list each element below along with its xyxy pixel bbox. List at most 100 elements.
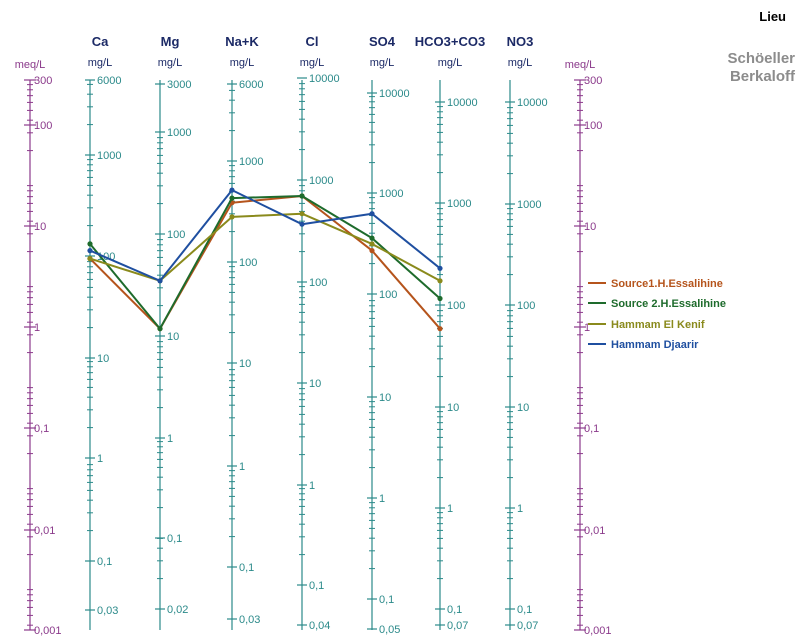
ion-axis-tick-label-no3: 10000: [517, 97, 548, 109]
ion-axis-tick-label-no3: 1: [517, 503, 523, 515]
meq-axis-left-tick-label: 300: [34, 75, 52, 87]
ion-axis-tick-label-cl: 1000: [309, 175, 333, 187]
ion-axis-tick-label-no3: 0,07: [517, 620, 538, 632]
meq-axis-left-tick-label: 1: [34, 322, 40, 334]
ion-axis-tick-label-so4: 0,1: [379, 594, 394, 606]
series-3-point: [437, 278, 443, 284]
ion-axis-tick-label-mg: 1000: [167, 127, 191, 139]
meq-axis-left-tick-label: 0,01: [34, 525, 55, 537]
meq-axis-right-tick-label: 0,01: [584, 525, 605, 537]
ion-axis-title-hco3-co3: HCO3+CO3: [415, 34, 485, 49]
series-1-line: [89, 195, 441, 330]
series-4-point: [229, 187, 235, 193]
ion-axis-tick-label-hco3-co3: 1000: [447, 198, 471, 210]
ion-axis-tick-label-so4: 1: [379, 493, 385, 505]
ion-axis-tick-label-hco3-co3: 100: [447, 300, 465, 312]
ion-axis-tick-label-na-k: 0,1: [239, 562, 254, 574]
ion-axis-tick-label-hco3-co3: 10000: [447, 97, 478, 109]
meq-axis-left-tick-label: 10: [34, 221, 46, 233]
ion-axis-tick-label-no3: 0,1: [517, 604, 532, 616]
ion-axis-title-no3: NO3: [507, 34, 534, 49]
series-4-point: [87, 248, 93, 254]
ion-axis-unit-no3: mg/L: [508, 57, 532, 69]
ion-axis-tick-label-so4: 0,05: [379, 624, 400, 636]
legend-label-4: Hammam Djaarir: [611, 339, 699, 351]
series-3-point: [369, 241, 375, 247]
series-2-line: [89, 195, 441, 330]
series-lines: [87, 187, 443, 332]
ion-axis-tick-label-mg: 0,1: [167, 533, 182, 545]
ion-axis-tick-label-so4: 1000: [379, 188, 403, 200]
meq-axis-right-tick-label: 100: [584, 120, 602, 132]
method-label-line-2: Berkaloff: [730, 68, 796, 85]
series-4-point: [157, 278, 163, 284]
ion-axis-tick-label-mg: 3000: [167, 79, 191, 91]
ion-axis-tick-label-na-k: 1: [239, 461, 245, 473]
place-label: Lieu: [759, 9, 786, 24]
ion-axis-tick-label-mg: 1: [167, 433, 173, 445]
ion-axis-tick-label-hco3-co3: 0,07: [447, 620, 468, 632]
ion-axis-tick-label-mg: 0,02: [167, 604, 188, 616]
meq-axis-right-tick-label: 0,1: [584, 423, 599, 435]
series-1-point: [437, 326, 443, 332]
ion-axis-tick-label-ca: 1000: [97, 150, 121, 162]
axes: meq/L 300 100 10 1 0,1 0,01 0,001 meq/L 300 100 10 1…: [15, 34, 612, 637]
ion-axis-tick-label-ca: 0,1: [97, 556, 112, 568]
ion-axis-tick-label-cl: 0,1: [309, 580, 324, 592]
ion-axis-tick-label-ca: 1: [97, 453, 103, 465]
ion-axis-unit-so4: mg/L: [370, 57, 394, 69]
series-3-point: [229, 214, 235, 220]
ion-axis-unit-ca: mg/L: [88, 57, 112, 69]
legend-label-1: Source1.H.Essalihine: [611, 278, 723, 290]
series-2-point: [229, 195, 235, 201]
series-4-point: [369, 211, 375, 217]
meq-axis-left-unit: meq/L: [15, 59, 46, 71]
series-2-point: [299, 193, 305, 199]
ion-axis-tick-label-hco3-co3: 10: [447, 402, 459, 414]
ion-axis-tick-label-no3: 100: [517, 300, 535, 312]
series-4-point: [299, 221, 305, 227]
ion-axis-tick-label-so4: 10: [379, 392, 391, 404]
legend-label-3: Hammam El Kenif: [611, 319, 705, 331]
ion-axis-tick-label-cl: 0,04: [309, 620, 330, 632]
ion-axis-tick-label-no3: 10: [517, 402, 529, 414]
series-3-line: [89, 212, 441, 282]
meq-axis-left-tick-label: 0,1: [34, 423, 49, 435]
ion-axis-tick-label-hco3-co3: 0,1: [447, 604, 462, 616]
ion-axis-tick-label-cl: 1: [309, 480, 315, 492]
ion-axis-tick-label-mg: 100: [167, 229, 185, 241]
ion-axis-title-na-k: Na+K: [225, 34, 259, 49]
ion-axis-tick-label-ca: 10: [97, 353, 109, 365]
series-1-point: [369, 248, 375, 254]
ion-axis-tick-label-so4: 10000: [379, 88, 410, 100]
ion-axis-tick-label-na-k: 6000: [239, 79, 263, 91]
ion-axis-tick-label-cl: 10000: [309, 73, 340, 85]
ion-axis-tick-label-na-k: 10: [239, 358, 251, 370]
series-3-point: [87, 256, 93, 262]
ion-axis-tick-label-cl: 100: [309, 277, 327, 289]
legend-label-2: Source 2.H.Essalihine: [611, 298, 726, 310]
series-2-point: [157, 326, 163, 332]
meq-axis-left-tick-label: 100: [34, 120, 52, 132]
ion-axis-unit-cl: mg/L: [300, 57, 324, 69]
series-2-point: [437, 295, 443, 302]
ion-axis-tick-label-cl: 10: [309, 378, 321, 390]
meq-axis-right-tick-label: 1: [584, 322, 590, 334]
ion-axis-unit-mg: mg/L: [158, 57, 182, 69]
ion-axis-title-so4: SO4: [369, 34, 396, 49]
ion-axis-tick-label-na-k: 100: [239, 257, 257, 269]
ion-axis-tick-label-mg: 10: [167, 331, 179, 343]
ion-axis-unit-hco3-co3: mg/L: [438, 57, 462, 69]
ion-axis-title-ca: Ca: [92, 34, 109, 49]
series-2-point: [87, 241, 93, 247]
meq-axis-right-tick-label: 300: [584, 75, 602, 87]
ion-axis-tick-label-no3: 1000: [517, 199, 541, 211]
ion-axis-tick-label-so4: 100: [379, 289, 397, 301]
series-4-line: [89, 189, 441, 282]
meq-axis-right-tick-label: 0,001: [584, 625, 612, 637]
series-4-point: [437, 265, 443, 271]
ion-axis-tick-label-na-k: 0,03: [239, 614, 260, 626]
ion-axis-title-cl: Cl: [306, 34, 319, 49]
ion-axis-title-mg: Mg: [161, 34, 180, 49]
meq-axis-left-tick-label: 0,001: [34, 625, 62, 637]
